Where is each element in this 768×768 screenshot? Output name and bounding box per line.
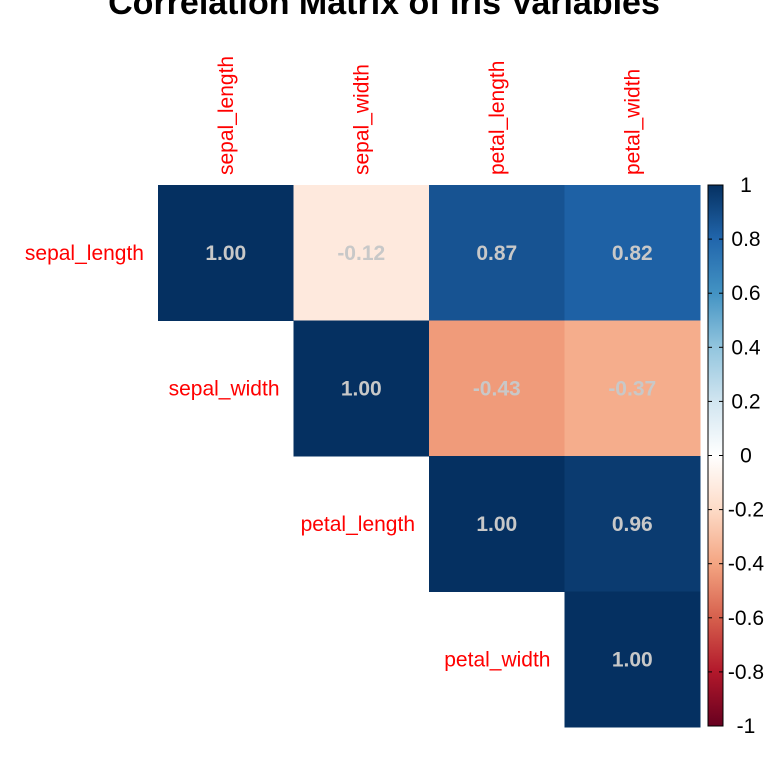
row-labels: sepal_length sepal_width petal_lengthpetal… xyxy=(25,242,551,672)
colorbar-tick-label: 0 xyxy=(740,445,752,468)
heatmap-cell-sepal_length-sepal_length xyxy=(158,185,294,321)
column-label-sepal_width: sepal_width xyxy=(350,64,373,175)
colorbar-tick-label: -0.6 xyxy=(728,607,764,630)
cell-value-label: 0.96 xyxy=(612,513,653,536)
cell-value-label: -0.12 xyxy=(337,242,385,265)
row-label-sepal_width: sepal_width xyxy=(169,377,280,400)
cell-value-label: 0.87 xyxy=(476,242,517,265)
row-label-petal_width: petal_width xyxy=(444,648,550,671)
cell-value-label: -0.43 xyxy=(473,377,521,400)
colorbar-tick-label: 0.2 xyxy=(731,390,760,413)
colorbar-tick-label: -0.4 xyxy=(728,553,765,576)
colorbar: 1 0.8 0.6 0.4 0.2 0 -0.2 -0.4 -0.6 -0.8 -1 xyxy=(707,174,765,738)
heatmap-cell-sepal_width-petal_width xyxy=(564,320,701,457)
column-label-petal_width: petal_width xyxy=(621,69,644,175)
colorbar-tick-label: -0.2 xyxy=(728,499,764,522)
colorbar-tick-label: 0.4 xyxy=(731,336,761,359)
chart-title: Correlation Matrix of Iris Variables xyxy=(108,0,660,22)
heatmap-cell-sepal_length-sepal_width xyxy=(293,185,430,321)
heatmap-cell-petal_length-petal_length xyxy=(429,456,565,592)
colorbar-tick-label: 0.8 xyxy=(731,228,760,251)
colorbar-tick-label: -0.8 xyxy=(728,661,764,684)
cell-value-label: 1.00 xyxy=(341,377,382,400)
heatmap-cell-sepal_width-petal_length xyxy=(429,320,565,457)
heatmap-cells: 1.00 -0.12 0.87 0.82 1.00 -0.43 -0.37 1.00 0.96 1… xyxy=(158,185,701,728)
heatmap-cell-petal_width-petal_width xyxy=(564,591,701,728)
colorbar-tick-label: -1 xyxy=(737,715,756,738)
column-label-petal_length: petal_length xyxy=(486,61,509,175)
row-label-petal_length: petal_length xyxy=(301,513,415,536)
column-label-sepal_length: sepal_length xyxy=(215,56,238,175)
colorbar-tick-label: 0.6 xyxy=(731,282,760,305)
cell-value-label: 1.00 xyxy=(476,513,517,536)
cell-value-label: 0.82 xyxy=(612,242,653,265)
cell-value-label: -0.37 xyxy=(608,377,656,400)
row-label-sepal_length: sepal_length xyxy=(25,242,144,265)
cell-value-label: 1.00 xyxy=(612,648,653,671)
heatmap-cell-sepal_length-petal_length xyxy=(429,185,565,321)
colorbar-tick-label: 1 xyxy=(740,174,752,197)
heatmap-cell-sepal_length-petal_width xyxy=(564,185,701,321)
heatmap-cell-petal_length-petal_width xyxy=(564,456,701,592)
cell-value-label: 1.00 xyxy=(205,242,246,265)
column-labels: sepal_length sepal_width petal_length petal… xyxy=(215,56,645,175)
heatmap-cell-sepal_width-sepal_width xyxy=(293,320,430,457)
